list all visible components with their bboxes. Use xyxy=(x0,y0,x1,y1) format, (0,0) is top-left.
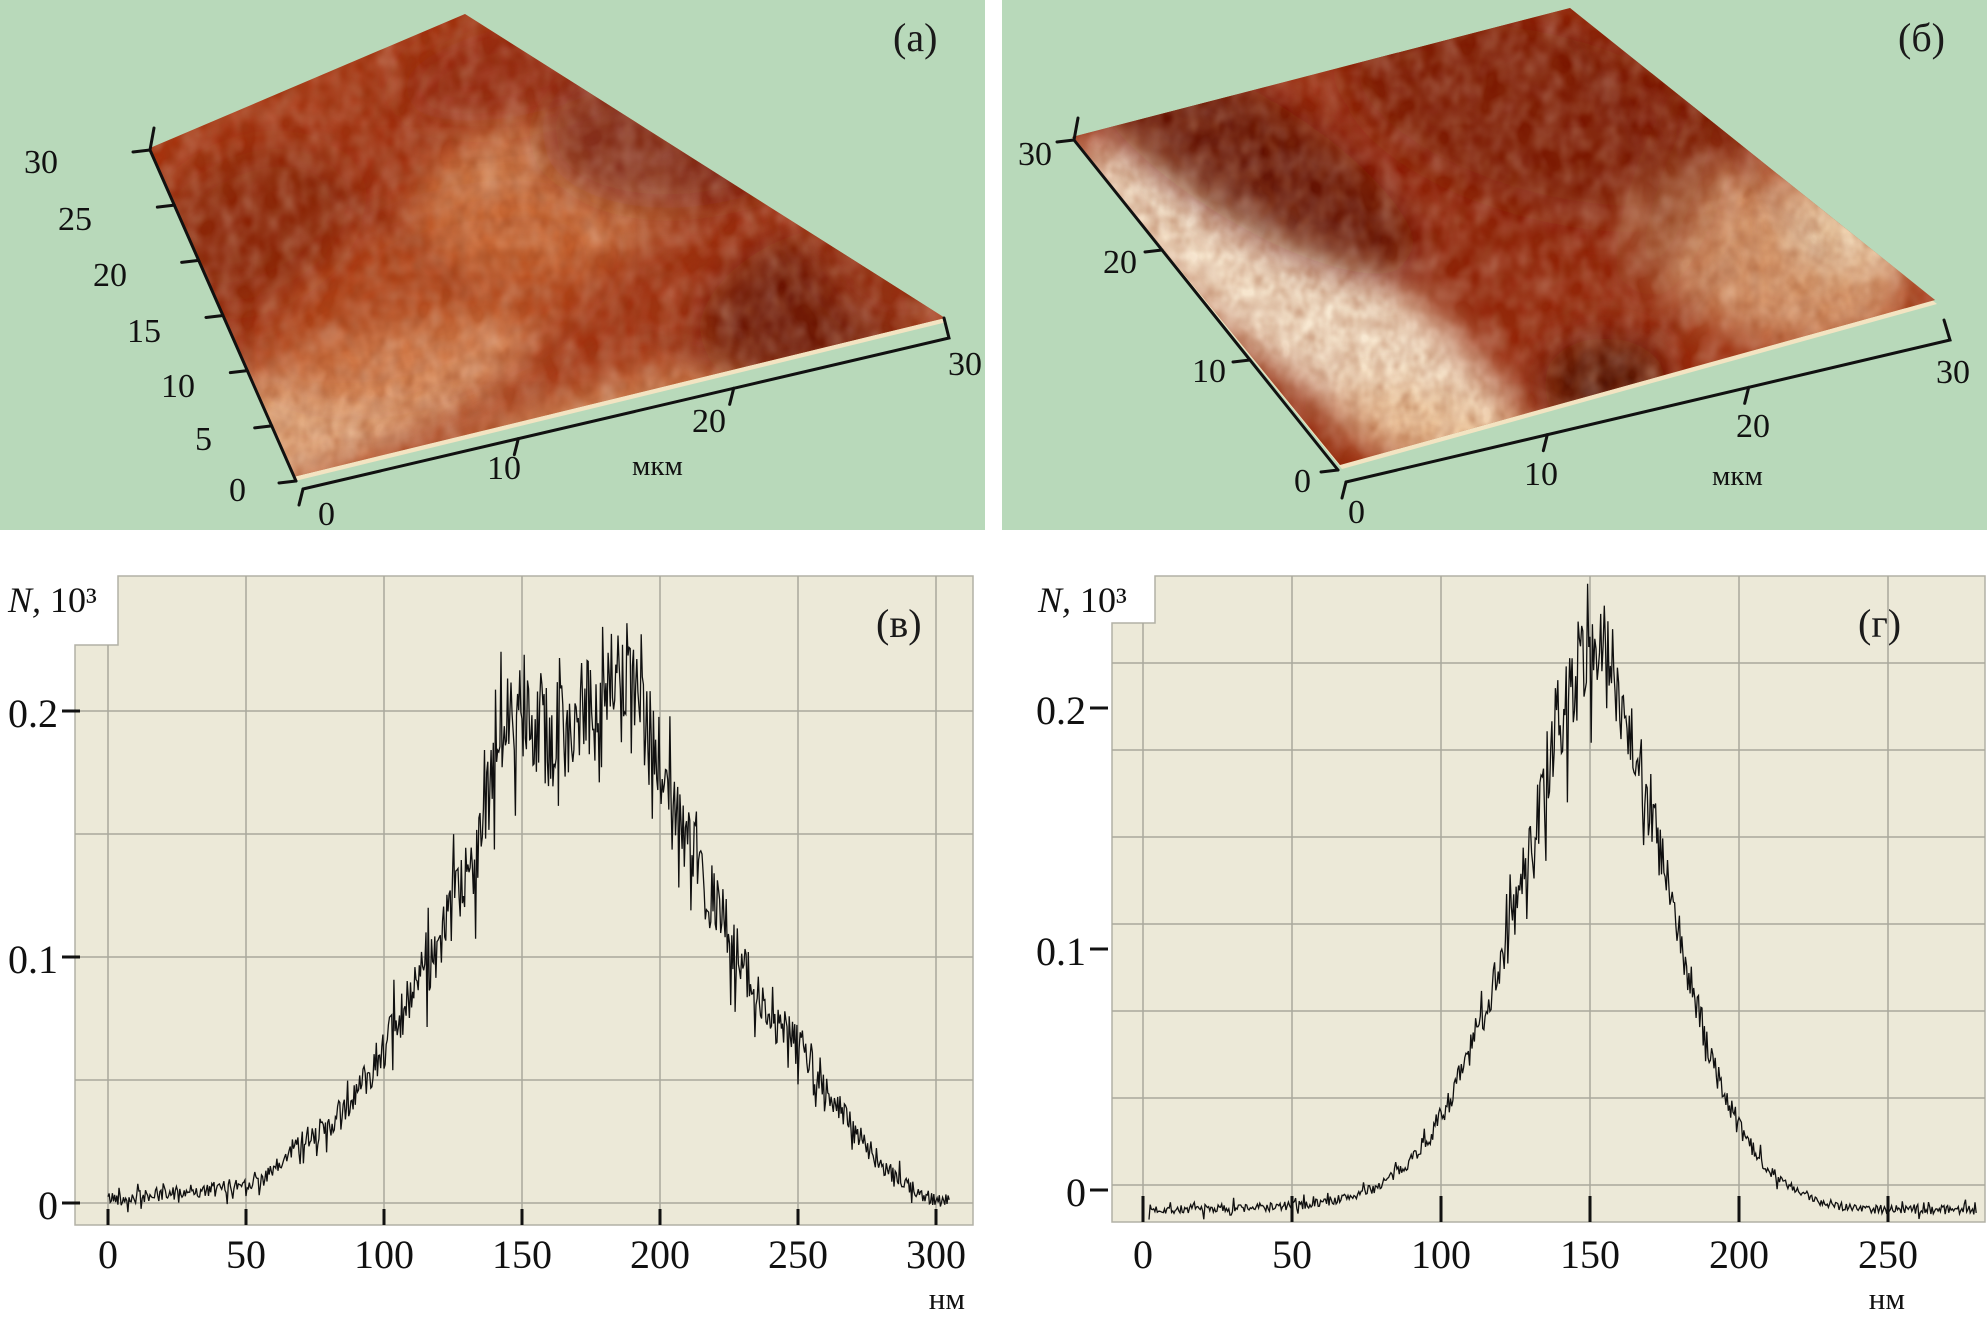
tick-label-a-left-20: 20 xyxy=(93,257,127,294)
chart-v-ylabel-symbol: N, xyxy=(8,580,42,620)
tick-label-a-bottom-30: 30 xyxy=(948,346,982,383)
axes-3d-b xyxy=(1055,116,1952,500)
tick-label-g-x-200: 200 xyxy=(1709,1232,1769,1277)
tick-label-b-left-20: 20 xyxy=(1103,244,1137,281)
tick-label-a-bottom-0: 0 xyxy=(318,496,335,533)
panel-letter-a: (а) xyxy=(893,15,938,60)
tick-label-a-left-30: 30 xyxy=(24,144,58,181)
tick-label-a-left-0: 0 xyxy=(229,472,246,509)
afm-surface-b xyxy=(1072,8,1937,469)
tick-label-a-left-5: 5 xyxy=(195,421,212,458)
panel-letter-g: (г) xyxy=(1858,601,1902,646)
chart-g-ylabel-scale: 10³ xyxy=(1080,580,1127,620)
chart-g xyxy=(1090,575,1986,1223)
axes-3d-a xyxy=(131,126,951,507)
tick-label-v-y-0.2: 0.2 xyxy=(8,691,58,736)
axis-unit-g: нм xyxy=(1868,1281,1905,1316)
tick-label-v-y-0.1: 0.1 xyxy=(8,937,58,982)
axis-unit-v: нм xyxy=(928,1281,965,1316)
tick-label-b-bottom-0: 0 xyxy=(1348,494,1365,531)
chart-v-ticks xyxy=(62,709,938,1225)
tick-label-v-x-250: 250 xyxy=(768,1232,828,1277)
tick-label-g-x-150: 150 xyxy=(1560,1232,1620,1277)
tick-label-b-left-10: 10 xyxy=(1192,353,1226,390)
chart-g-ylabel: N, 10³ xyxy=(1038,582,1127,618)
tick-label-a-left-15: 15 xyxy=(127,313,161,350)
chart-g-ticks xyxy=(1090,706,1890,1222)
chart-v-ylabel: N, 10³ xyxy=(8,582,97,618)
tick-label-a-bottom-10: 10 xyxy=(487,450,521,487)
tick-label-g-x-0: 0 xyxy=(1133,1232,1153,1277)
tick-label-g-x-250: 250 xyxy=(1858,1232,1918,1277)
tick-label-g-x-50: 50 xyxy=(1272,1232,1312,1277)
tick-label-g-y-0.2: 0.2 xyxy=(1036,688,1086,733)
tick-label-v-x-300: 300 xyxy=(906,1232,966,1277)
tick-label-a-left-10: 10 xyxy=(161,368,195,405)
axis-unit-a: мкм xyxy=(632,450,683,482)
chart-g-histogram-trace xyxy=(1148,583,1977,1220)
panel-letter-b: (б) xyxy=(1898,15,1945,60)
tick-label-v-y-0: 0 xyxy=(38,1183,58,1228)
tick-label-b-bottom-10: 10 xyxy=(1524,456,1558,493)
afm-surface-a xyxy=(150,14,947,481)
tick-label-g-x-100: 100 xyxy=(1411,1232,1471,1277)
tick-label-v-x-0: 0 xyxy=(98,1232,118,1277)
tick-label-a-left-25: 25 xyxy=(58,201,92,238)
tick-label-b-left-0: 0 xyxy=(1294,463,1311,500)
chart-g-plot-area xyxy=(1111,575,1986,1223)
tick-label-b-left-30: 30 xyxy=(1018,136,1052,173)
tick-label-g-y-0.1: 0.1 xyxy=(1036,929,1086,974)
chart-v-histogram-trace xyxy=(107,623,950,1213)
chart-v xyxy=(62,575,974,1226)
axis-unit-b: мкм xyxy=(1712,460,1763,492)
tick-label-v-x-100: 100 xyxy=(354,1232,414,1277)
chart-g-ylabel-symbol: N, xyxy=(1038,580,1072,620)
chart-v-ylabel-scale: 10³ xyxy=(50,580,97,620)
tick-label-a-bottom-20: 20 xyxy=(692,403,726,440)
tick-label-v-x-50: 50 xyxy=(226,1232,266,1277)
panel-letter-v: (в) xyxy=(876,601,922,646)
chart-v-plot-area xyxy=(74,575,974,1226)
tick-label-v-x-200: 200 xyxy=(630,1232,690,1277)
tick-label-b-bottom-30: 30 xyxy=(1936,354,1970,391)
tick-label-v-x-150: 150 xyxy=(492,1232,552,1277)
tick-label-b-bottom-20: 20 xyxy=(1736,408,1770,445)
tick-label-g-y-0: 0 xyxy=(1066,1170,1086,1215)
